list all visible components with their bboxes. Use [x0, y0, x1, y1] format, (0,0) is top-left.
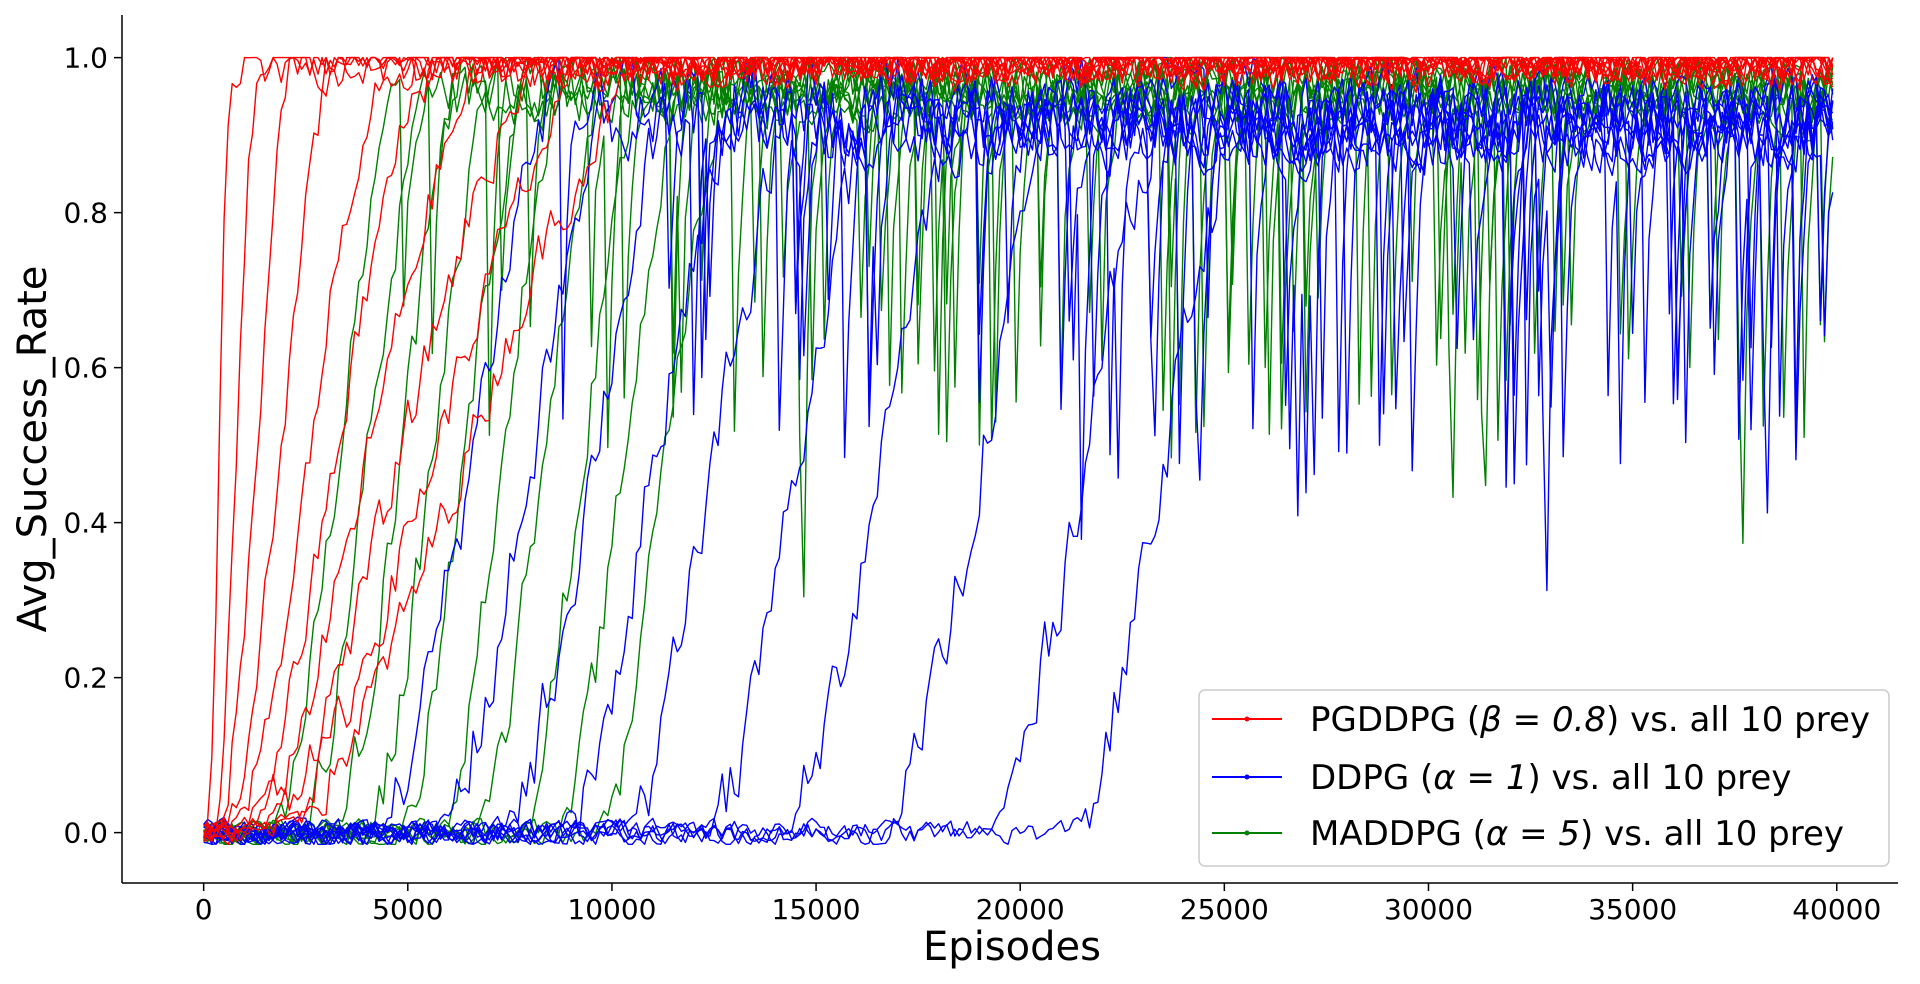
- legend-label-suffix: ) vs. all 10 prey: [1527, 758, 1791, 798]
- legend-label-suffix: ) vs. all 10 prey: [1580, 814, 1844, 854]
- series-line: [203, 57, 1834, 845]
- y-tick-label: 0.0: [63, 817, 108, 850]
- x-ticks: 0 5000 10000 15000 20000 25000 30000 35000 40000: [195, 883, 1881, 926]
- legend-label-maddpg: MADDPG (α = 5) vs. all 10 prey: [1310, 814, 1844, 854]
- legend-marker-pgddpg: [1244, 716, 1250, 722]
- x-tick-label: 25000: [1180, 893, 1269, 926]
- series-0: [203, 56, 1834, 845]
- series-line: [203, 56, 1834, 845]
- legend-entry-ddpg: DDPG (α = 1) vs. all 10 prey: [1212, 758, 1791, 798]
- x-tick-label: 35000: [1588, 893, 1677, 926]
- series-line: [203, 56, 1834, 845]
- legend-label-suffix: ) vs. all 10 prey: [1606, 700, 1870, 740]
- y-tick-label: 0.6: [63, 352, 108, 385]
- x-tick-label: 5000: [372, 893, 443, 926]
- legend-label-param: α = 5: [1486, 814, 1580, 854]
- y-ticks: 0.0 0.2 0.4 0.6 0.8 1.0: [63, 42, 122, 850]
- x-tick-label: 0: [195, 893, 213, 926]
- y-tick-label: 0.4: [63, 507, 108, 540]
- legend-label-prefix: DDPG (: [1310, 758, 1433, 798]
- y-tick-label: 0.2: [63, 662, 108, 695]
- x-axis-title: Episodes: [923, 924, 1101, 970]
- x-tick-label: 30000: [1384, 893, 1473, 926]
- x-tick-label: 20000: [976, 893, 1065, 926]
- series-line: [203, 56, 1834, 840]
- legend-label-pgddpg: PGDDPG (β = 0.8) vs. all 10 prey: [1310, 700, 1870, 740]
- series-line: [203, 56, 1834, 843]
- legend-marker-maddpg: [1244, 830, 1250, 836]
- x-tick-label: 10000: [567, 893, 656, 926]
- series-line: [203, 56, 1834, 845]
- axes: [121, 15, 1898, 884]
- series-line: [203, 56, 1834, 845]
- y-tick-label: 1.0: [63, 42, 108, 75]
- x-tick-label: 40000: [1792, 893, 1881, 926]
- legend-label-param: α = 1: [1433, 758, 1527, 798]
- series-line: [203, 66, 1834, 845]
- legend-label-prefix: MADDPG (: [1310, 814, 1486, 854]
- legend-label-prefix: PGDDPG (: [1310, 700, 1480, 740]
- legend-marker-ddpg: [1244, 774, 1250, 780]
- plot-lines: [203, 56, 1834, 845]
- legend-label-ddpg: DDPG (α = 1) vs. all 10 prey: [1310, 758, 1791, 798]
- y-axis-title: Avg_Success_Rate: [10, 266, 56, 633]
- legend-label-param: β = 0.8: [1479, 700, 1606, 740]
- legend-box: [1198, 689, 1890, 867]
- x-tick-label: 15000: [772, 893, 861, 926]
- legend-entry-pgddpg: PGDDPG (β = 0.8) vs. all 10 prey: [1212, 700, 1870, 740]
- legend-entry-maddpg: MADDPG (α = 5) vs. all 10 prey: [1212, 814, 1844, 854]
- legend: PGDDPG (β = 0.8) vs. all 10 prey DDPG (α…: [1198, 689, 1890, 867]
- y-tick-label: 0.8: [63, 197, 108, 230]
- series-1: [203, 56, 1834, 845]
